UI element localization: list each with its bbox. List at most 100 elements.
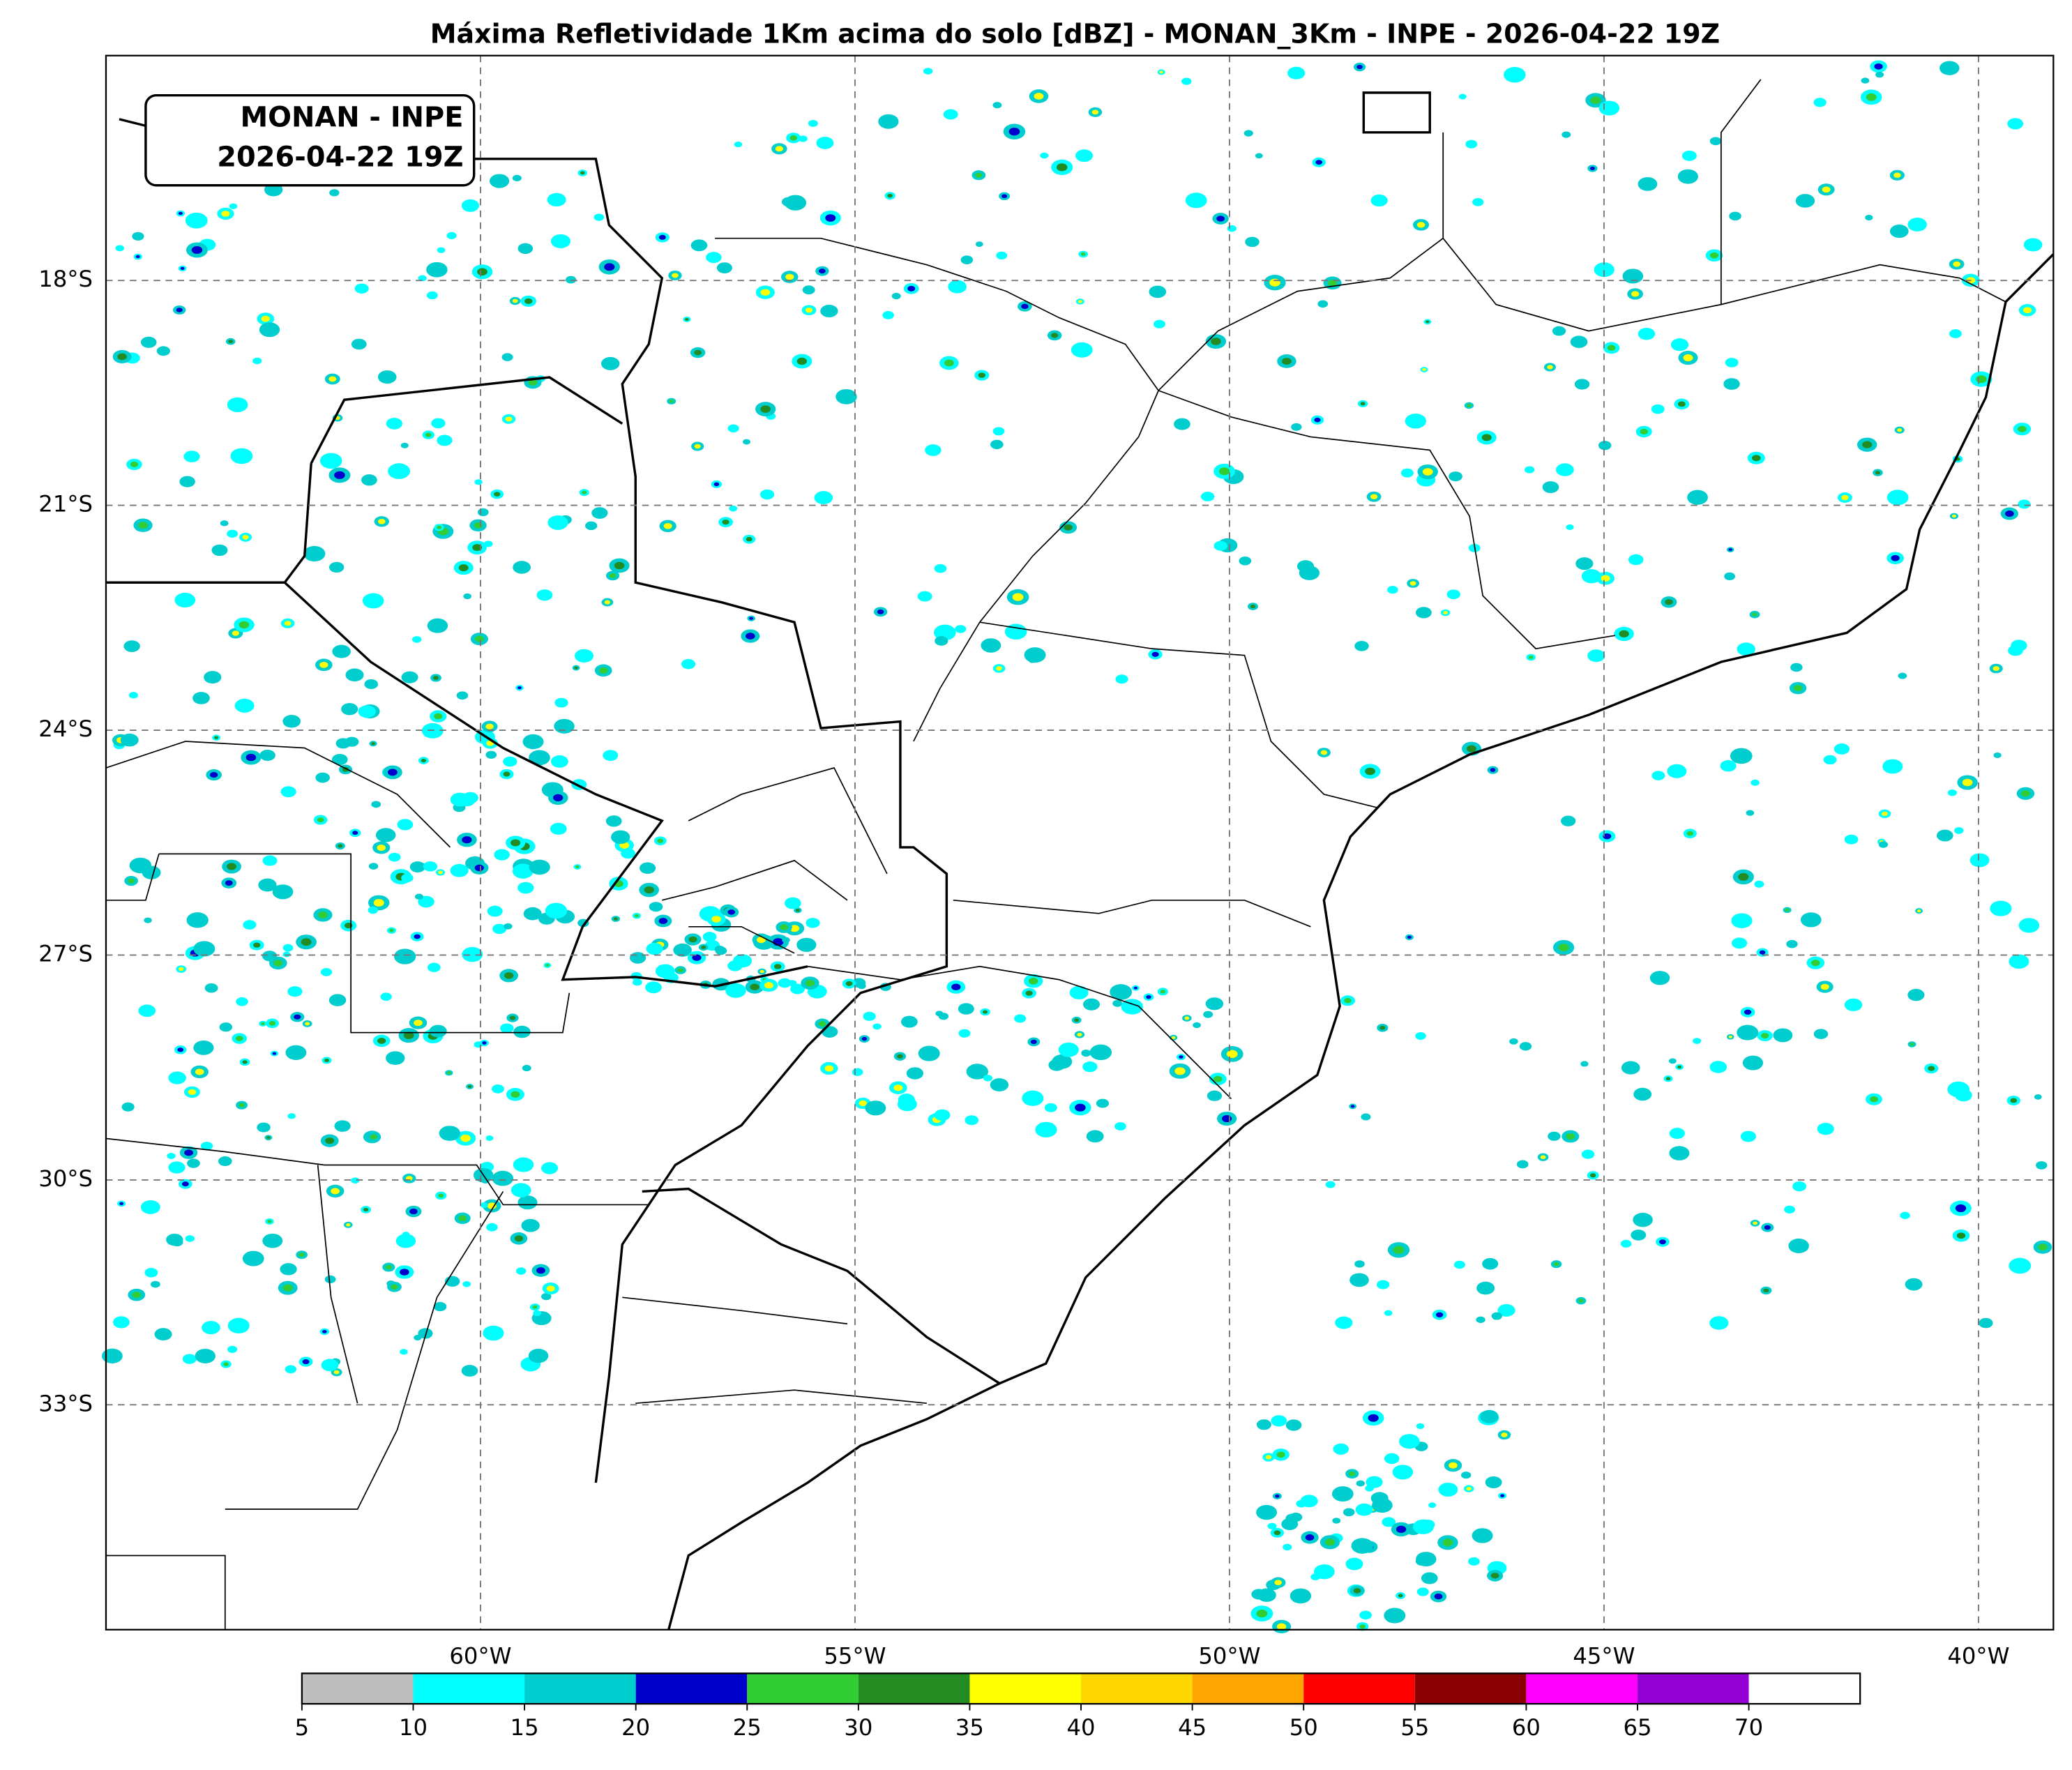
echo (1207, 1090, 1223, 1101)
echo (649, 902, 663, 912)
colorbar-tick-label: 65 (1623, 1714, 1651, 1741)
echo (282, 944, 294, 952)
echo-core (1064, 524, 1073, 531)
echo (252, 357, 262, 365)
echo-core (1422, 468, 1433, 476)
echo (140, 336, 157, 348)
echo (1709, 1061, 1727, 1073)
echo-core (1091, 109, 1099, 115)
echo-core (1025, 990, 1033, 996)
echo (1285, 1419, 1302, 1431)
echo (345, 736, 359, 747)
echo-core (389, 928, 394, 932)
lon-tick-label: 55°W (824, 1643, 886, 1670)
echo-core (1665, 599, 1673, 605)
echo-core (282, 1284, 293, 1292)
echo-core (1619, 630, 1629, 637)
echo (489, 174, 510, 188)
echo (1598, 100, 1620, 116)
echo (272, 884, 294, 900)
echo-core (1077, 1032, 1082, 1037)
echo (259, 322, 280, 338)
echo-core (333, 1370, 340, 1375)
echo (332, 644, 351, 658)
echo-core (1422, 368, 1426, 371)
echo-core (1368, 1414, 1379, 1422)
echo (1083, 998, 1101, 1011)
colorbar-segment (1526, 1673, 1638, 1704)
echo (566, 275, 577, 284)
echo (1058, 1042, 1079, 1057)
echo (528, 1348, 549, 1363)
echo (1668, 1058, 1677, 1064)
echo (1333, 1443, 1349, 1455)
echo-core (475, 635, 484, 642)
echo (1416, 1587, 1429, 1596)
echo (1709, 137, 1722, 146)
echo (702, 932, 717, 942)
echo-core (1160, 990, 1166, 994)
echo (193, 941, 215, 957)
echo-core (975, 172, 983, 178)
echo-core (1250, 604, 1256, 609)
echo-core (1360, 402, 1366, 406)
echo-core (694, 444, 701, 449)
echo (227, 1317, 250, 1333)
echo (808, 119, 818, 127)
echo-core (1566, 1133, 1575, 1140)
echo (1548, 1131, 1561, 1141)
echo (280, 786, 296, 798)
echo (1497, 1303, 1515, 1317)
echo (437, 434, 453, 446)
echo (729, 505, 738, 512)
echo-core (574, 666, 578, 670)
echo (1453, 1260, 1465, 1269)
echo-core (302, 1359, 310, 1365)
echo (1446, 589, 1460, 600)
echo-core (713, 482, 720, 487)
echo (474, 1041, 483, 1048)
echo (501, 353, 513, 361)
echo-core (239, 1103, 245, 1107)
echo-core (1601, 575, 1610, 582)
colorbar-tick-label: 55 (1400, 1714, 1429, 1741)
echo (923, 68, 933, 75)
echo (486, 1223, 498, 1232)
echo (529, 750, 550, 766)
echo-core (252, 942, 261, 948)
echo-core (1077, 300, 1082, 303)
echo-core (1490, 1573, 1499, 1579)
echo-core (503, 771, 511, 777)
echo (334, 1120, 351, 1132)
echo-core (228, 340, 234, 344)
echo-core (2038, 1243, 2048, 1250)
colorbar-tick-label: 15 (511, 1714, 539, 1741)
echo (733, 954, 753, 968)
echo-core (1021, 303, 1029, 310)
echo (992, 427, 1005, 436)
echo-core (1953, 261, 1961, 267)
echo (958, 1029, 971, 1038)
echo (500, 1023, 514, 1034)
echo-core (2022, 307, 2032, 314)
echo-core (609, 573, 617, 578)
echo (1476, 1316, 1485, 1324)
echo-core (614, 561, 625, 570)
echo-core (750, 983, 759, 990)
echo (1631, 1230, 1647, 1241)
echo-core (130, 461, 139, 467)
echo-core (1265, 1455, 1272, 1460)
echo-core (677, 968, 683, 973)
echo-core (818, 1021, 826, 1027)
echo-core (1578, 1299, 1584, 1303)
echo (257, 1122, 271, 1133)
echo (1384, 1310, 1393, 1316)
echo-core (1030, 1039, 1037, 1045)
echo (1900, 1211, 1910, 1220)
echo-core (477, 268, 487, 276)
echo-core (1875, 471, 1881, 475)
echo-core (1976, 375, 1987, 384)
echo (1949, 329, 1962, 338)
echo (1844, 998, 1863, 1011)
echo-core (1359, 1624, 1366, 1629)
